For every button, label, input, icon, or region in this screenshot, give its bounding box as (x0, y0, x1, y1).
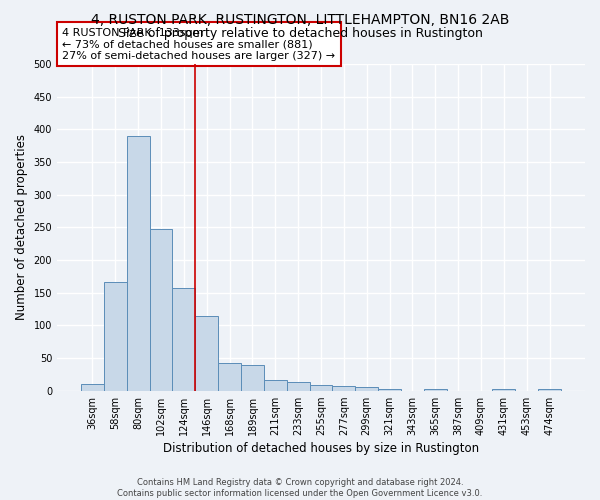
Bar (104, 282, 127, 391)
Bar (287, 382, 310, 390)
Bar (355, 388, 378, 390)
Bar (81, 384, 104, 390)
Bar (127, 136, 149, 390)
Y-axis label: Number of detached properties: Number of detached properties (15, 134, 28, 320)
Text: 4, RUSTON PARK, RUSTINGTON, LITTLEHAMPTON, BN16 2AB: 4, RUSTON PARK, RUSTINGTON, LITTLEHAMPTO… (91, 12, 509, 26)
Bar (264, 380, 287, 390)
Bar (149, 228, 172, 390)
Bar (196, 316, 218, 390)
Text: 4 RUSTON PARK: 133sqm
← 73% of detached houses are smaller (881)
27% of semi-det: 4 RUSTON PARK: 133sqm ← 73% of detached … (62, 28, 335, 60)
Bar (172, 288, 196, 390)
Bar (493, 388, 515, 390)
Bar (424, 388, 447, 390)
Bar (332, 386, 355, 390)
X-axis label: Distribution of detached houses by size in Rustington: Distribution of detached houses by size … (163, 442, 479, 455)
Bar (378, 388, 401, 390)
Bar (218, 364, 241, 390)
Bar (241, 364, 264, 390)
Text: Contains HM Land Registry data © Crown copyright and database right 2024.
Contai: Contains HM Land Registry data © Crown c… (118, 478, 482, 498)
Text: Size of property relative to detached houses in Rustington: Size of property relative to detached ho… (118, 28, 482, 40)
Bar (538, 388, 561, 390)
Bar (310, 386, 332, 390)
